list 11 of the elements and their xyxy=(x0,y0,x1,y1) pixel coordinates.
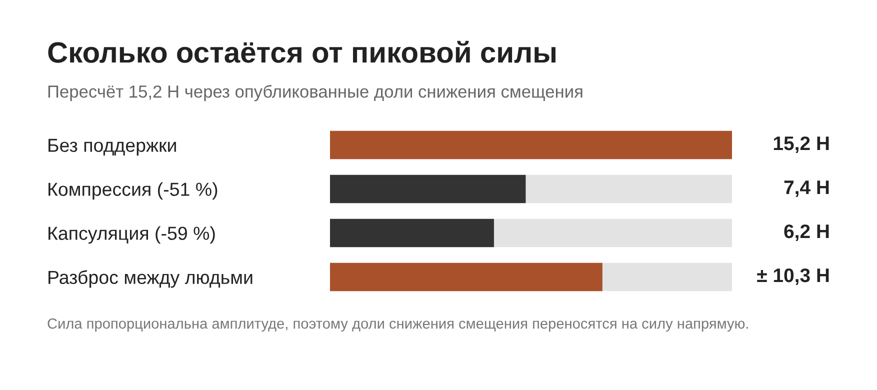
data-label: 15,2 Н xyxy=(774,136,829,154)
data-label: ± 10,3 Н xyxy=(757,268,829,286)
data-label: 7,4 Н xyxy=(784,180,829,198)
chart-subtitle: Пересчёт 15,2 Н через опубликованные доли снижения смещения xyxy=(48,84,582,102)
y-tick-label: Компрессия (-51 %) xyxy=(48,182,218,200)
y-tick-label: Капсуляция (-59 %) xyxy=(48,226,215,244)
y-tick-label: Разброс между людьми xyxy=(48,270,252,288)
text: Сила пропорциональна амплитуде, поэтому доли снижения смещения переносятся на силу напрямую. xyxy=(48,318,748,332)
chart-title: Сколько остаётся от пиковой силы xyxy=(48,40,556,63)
data-label: 6,2 Н xyxy=(784,224,829,242)
y-tick-label: Без поддержки xyxy=(48,138,176,156)
